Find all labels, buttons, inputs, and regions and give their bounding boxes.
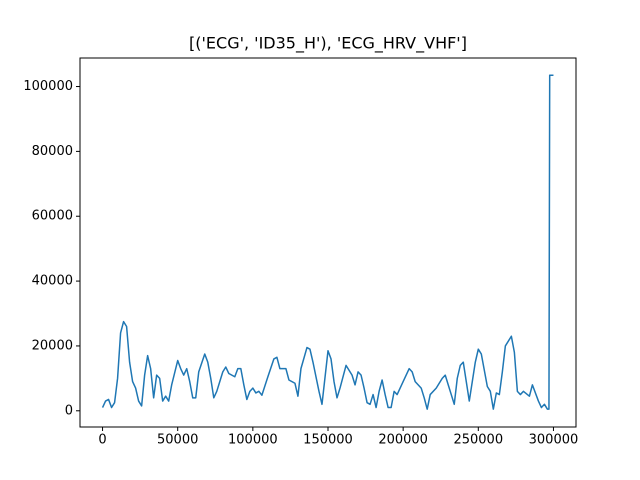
x-tick-label: 300000 bbox=[529, 433, 579, 448]
x-tick-label: 250000 bbox=[453, 433, 503, 448]
y-tick-label: 60000 bbox=[32, 209, 73, 224]
y-tick-label: 40000 bbox=[32, 274, 73, 289]
data-line bbox=[101, 74, 554, 410]
y-tick-label: 100000 bbox=[23, 79, 73, 94]
x-tick-label: 150000 bbox=[303, 433, 353, 448]
x-tick-label: 50000 bbox=[157, 433, 198, 448]
y-tick-label: 20000 bbox=[32, 338, 73, 353]
y-tick-label: 0 bbox=[65, 403, 73, 418]
y-tick-label: 80000 bbox=[32, 144, 73, 159]
x-tick-label: 200000 bbox=[378, 433, 428, 448]
x-tick-label: 100000 bbox=[228, 433, 278, 448]
chart-title: [('ECG', 'ID35_H'), 'ECG_HRV_VHF'] bbox=[189, 34, 467, 54]
x-tick-label: 0 bbox=[98, 433, 106, 448]
plot-frame bbox=[79, 57, 577, 428]
